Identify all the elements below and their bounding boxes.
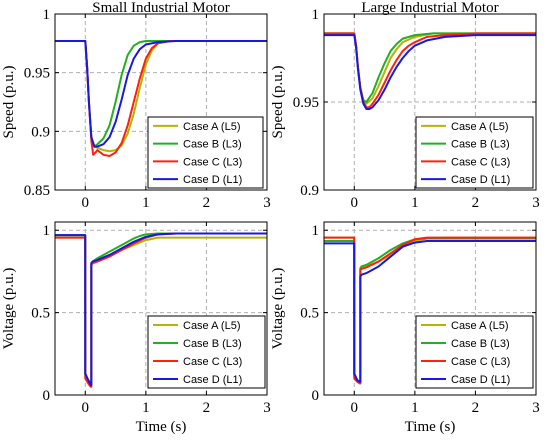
axes-frame (54, 221, 268, 396)
legend-label: Case A (L5) (183, 320, 240, 332)
legend-label: Case C (L3) (451, 156, 510, 168)
y-tick-label: 0.95 (293, 95, 319, 111)
legend-label: Case C (L3) (183, 156, 242, 168)
series-line-4 (55, 39, 267, 148)
x-tick-label: 2 (203, 400, 211, 416)
y-tick-label: 0.9 (31, 124, 50, 140)
legend-label: Case A (L5) (183, 121, 240, 133)
legend-label: Case A (L5) (451, 121, 508, 133)
legend-box (147, 315, 266, 389)
legend-label: Case C (L3) (451, 356, 510, 368)
legend-label: Case B (L3) (451, 139, 510, 151)
series-line-4 (55, 232, 267, 387)
x-tick-label: 1 (142, 400, 150, 416)
subplot-2: 0 1 2 3 0.9 0.95 1 Large Industrial Motor Speed … (270, 0, 540, 211)
y-axis-label: Speed (p.u.) (270, 66, 286, 139)
x-tick-label: 2 (472, 400, 480, 416)
x-tick-label: 0 (82, 400, 90, 416)
x-axis-label: Time (s) (136, 419, 187, 435)
y-tick-label: 1 (312, 7, 320, 23)
x-tick-label: 3 (263, 400, 271, 416)
x-tick-label: 1 (411, 400, 419, 416)
legend-label: Case D (L1) (183, 174, 242, 186)
chart-title: Small Industrial Motor (92, 0, 230, 16)
legend-label: Case D (L1) (451, 174, 510, 186)
chart-title: Large Industrial Motor (361, 0, 498, 16)
x-tick-label: 0 (351, 400, 359, 416)
y-tick-label: 1 (43, 223, 51, 239)
legend-label: Case B (L3) (451, 338, 510, 350)
legend-label: Case B (L3) (183, 139, 242, 151)
legend: Case A (L5) Case B (L3) Case C (L3) Case D … (415, 315, 534, 389)
x-tick-label: 3 (532, 195, 540, 211)
y-tick-label: 0 (312, 388, 320, 404)
subplot-3: 0 1 2 3 0 0.5 1 Time (s) Voltage (p.u.) Case A (L… (1, 221, 271, 435)
y-tick-label: 0.5 (31, 306, 50, 322)
y-tick-label: 0 (43, 388, 51, 404)
series-line-4 (324, 239, 536, 383)
series-line-4 (324, 34, 536, 111)
subplot-1: 0 1 2 3 0.85 0.9 0.95 1 Small Industrial Motor Sp… (1, 0, 271, 211)
y-tick-label: 0.85 (24, 183, 50, 199)
legend: Case A (L5) Case B (L3) Case C (L3) Case D … (415, 116, 534, 189)
x-tick-label: 3 (263, 195, 271, 211)
y-axis-label: Voltage (p.u.) (1, 268, 17, 350)
series-line-3 (324, 236, 536, 385)
legend-label: Case D (L1) (451, 374, 510, 386)
axes-frame (54, 13, 268, 191)
x-tick-label: 0 (82, 195, 90, 211)
x-tick-label: 3 (532, 400, 540, 416)
legend-box (415, 315, 534, 389)
x-axis-label: Time (s) (405, 419, 456, 435)
legend-box (147, 116, 264, 189)
x-tick-label: 2 (203, 195, 211, 211)
y-axis-label: Speed (p.u.) (1, 66, 17, 139)
legend-label: Case C (L3) (183, 356, 242, 368)
subplot-4: 0 1 2 3 0 0.5 1 Time (s) Voltage (p.u.) Case A (L… (270, 221, 540, 435)
legend-label: Case D (L1) (183, 374, 242, 386)
legend-label: Case A (L5) (451, 320, 508, 332)
y-axis-label: Voltage (p.u.) (270, 268, 286, 350)
x-tick-label: 0 (351, 195, 359, 211)
legend-box (415, 116, 534, 189)
y-tick-label: 1 (312, 223, 320, 239)
x-tick-label: 1 (411, 195, 419, 211)
x-tick-label: 2 (472, 195, 480, 211)
axes-frame (323, 221, 537, 396)
legend-label: Case B (L3) (183, 338, 242, 350)
y-tick-label: 0.95 (24, 66, 50, 82)
y-tick-label: 0.5 (300, 306, 319, 322)
legend: Case A (L5) Case B (L3) Case C (L3) Case D … (147, 116, 264, 189)
legend: Case A (L5) Case B (L3) Case C (L3) Case D … (147, 315, 266, 389)
y-tick-label: 1 (43, 7, 51, 23)
x-tick-label: 1 (142, 195, 150, 211)
y-tick-label: 0.9 (300, 183, 319, 199)
